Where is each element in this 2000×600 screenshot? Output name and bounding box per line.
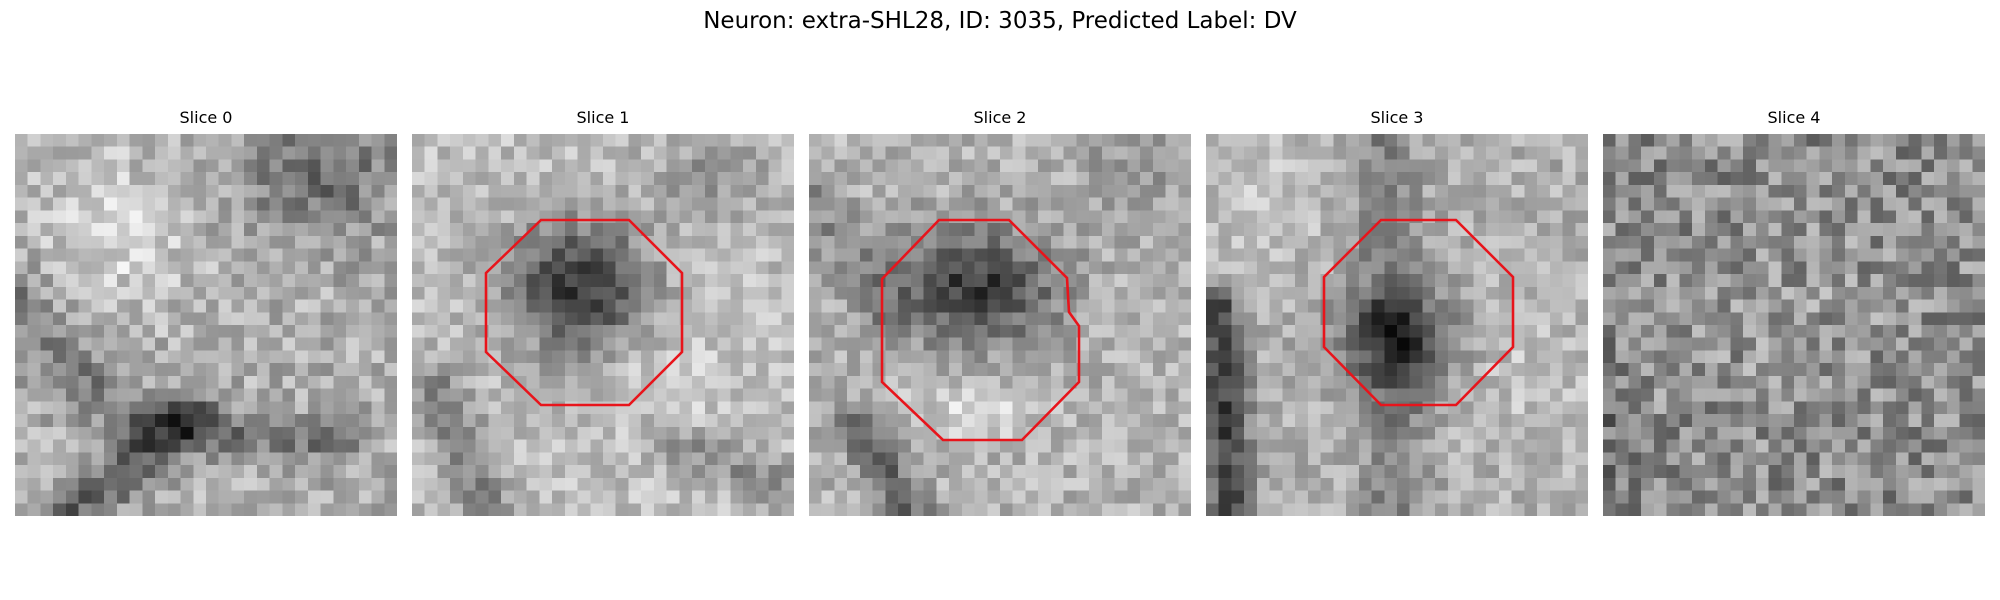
roi-outline xyxy=(1322,218,1515,407)
slice-image xyxy=(15,134,397,516)
slice-title: Slice 1 xyxy=(576,108,630,127)
figure-title: Neuron: extra-SHL28, ID: 3035, Predicted… xyxy=(703,8,1297,34)
slice-title: Slice 0 xyxy=(179,108,233,127)
slice-panel: Slice 0 xyxy=(15,108,397,516)
roi-irregular-octagon xyxy=(880,218,1081,442)
slice-title: Slice 3 xyxy=(1370,108,1424,127)
roi-octagon xyxy=(484,218,684,407)
roi-octagon xyxy=(1322,218,1515,407)
roi-outline xyxy=(484,218,684,407)
slice-panel: Slice 4 xyxy=(1603,108,1985,516)
slice-image xyxy=(1603,134,1985,516)
slice-image xyxy=(809,134,1191,516)
roi-outline xyxy=(880,218,1081,442)
slice-image xyxy=(1206,134,1588,516)
slice-title: Slice 4 xyxy=(1767,108,1821,127)
slice-panel: Slice 1 xyxy=(412,108,794,516)
slice-title: Slice 2 xyxy=(973,108,1027,127)
slice-panel: Slice 3 xyxy=(1206,108,1588,516)
slice-panel: Slice 2 xyxy=(809,108,1191,516)
slice-image xyxy=(412,134,794,516)
